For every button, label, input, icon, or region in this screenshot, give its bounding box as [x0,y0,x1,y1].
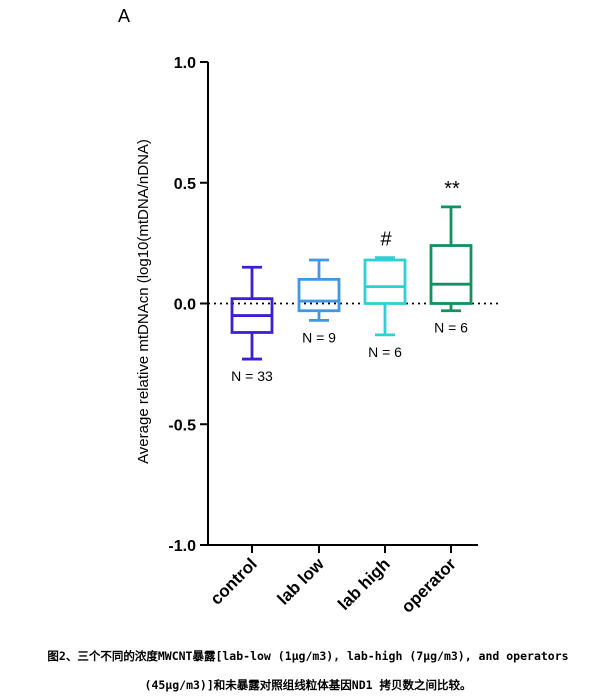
x-tick-label: operator [398,554,460,616]
x-tick-label: lab high [334,554,394,614]
box-iqr [297,277,341,313]
n-label: N = 33 [231,368,273,384]
box-plot-chart: A Average relative mtDNAcn (log10(mtDNA/… [118,6,498,617]
y-tick-label: 0.0 [174,297,196,314]
n-label: N = 6 [434,320,468,336]
n-label: N = 9 [302,329,336,345]
box-control: N = 33 [230,265,274,384]
box-lab-low: N = 9 [297,258,341,345]
box-operator: N = 6 ** [429,178,473,336]
y-axis-label: Average relative mtDNAcn (log10(mtDNA/nD… [135,139,152,464]
box-iqr [363,258,407,305]
y-tick-label: 0.5 [174,176,196,193]
box-iqr [429,244,473,305]
box-lab-high: N = 6 # [363,229,407,360]
figure-caption-line-1: 图2、三个不同的浓度MWCNT暴露[lab-low (1μg/m3), lab-… [47,649,569,663]
figure-caption-line-2: (45μg/m3)]和未暴露对照组线粒体基因ND1 拷贝数之间比较。 [144,678,472,692]
boxes: N = 33 N = 9 N = 6 # N = 6 ** [230,178,473,384]
panel-label: A [118,6,130,26]
significance-annotation: # [380,229,392,251]
significance-annotation: ** [444,178,460,200]
y-tick-label: 1.0 [174,55,196,72]
y-tick-label: -1.0 [168,538,196,555]
x-tick-label: control [207,554,261,608]
x-tick-label: lab low [274,554,329,609]
n-label: N = 6 [368,344,402,360]
y-tick-label: -0.5 [168,417,196,434]
